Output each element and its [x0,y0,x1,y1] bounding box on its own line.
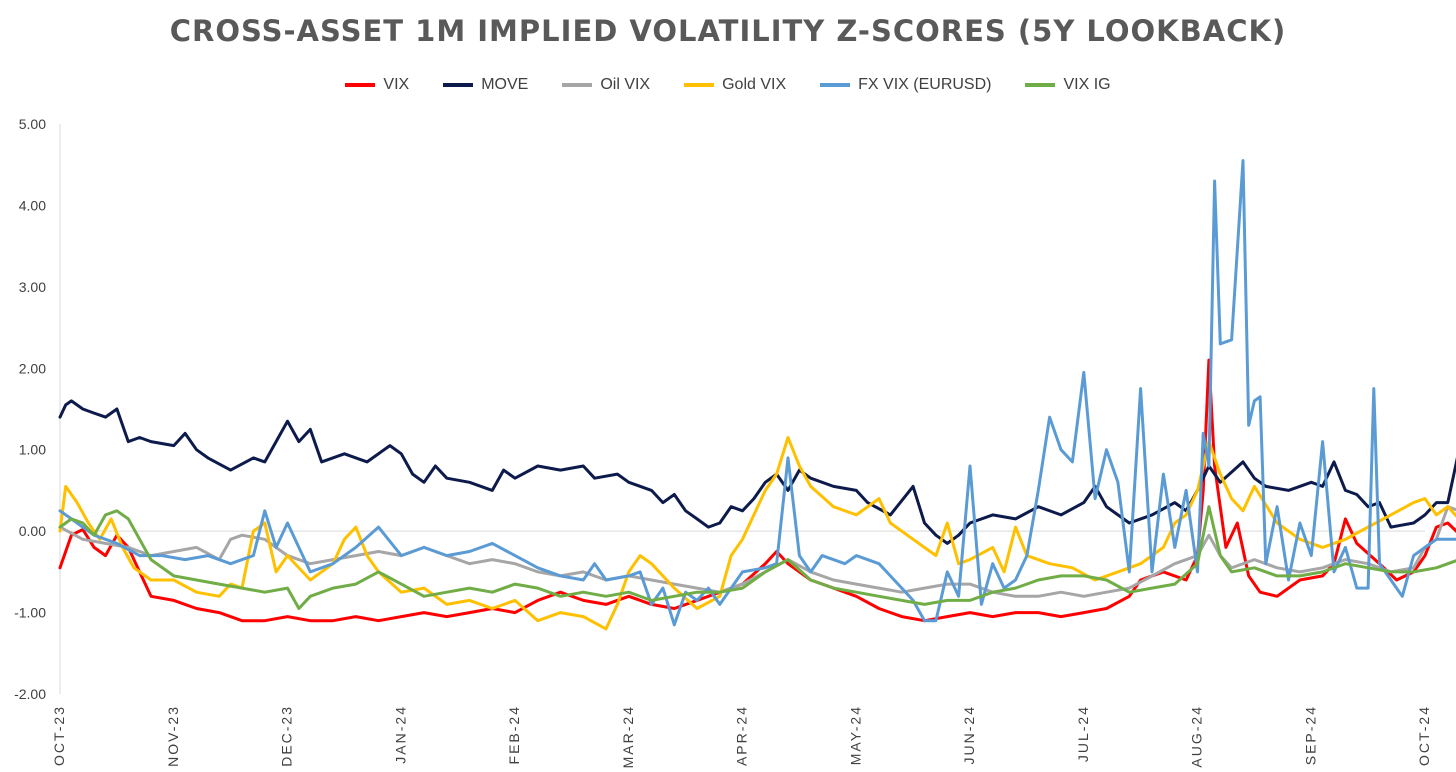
y-tick-label: 1.00 [19,442,46,458]
y-tick-label: 5.00 [19,116,46,132]
legend-swatch [820,83,851,87]
legend-label: VIX [383,76,410,93]
x-tick-label: OCT-23 [51,705,67,766]
x-tick-label: OCT-24 [1416,705,1432,766]
x-tick-label: MAR-24 [620,705,636,768]
chart-title: CROSS-ASSET 1M IMPLIED VOLATILITY Z-SCOR… [169,14,1287,48]
series-line-move [58,399,1456,545]
y-tick-label: -1.00 [14,605,46,621]
legend-swatch [345,83,376,87]
y-tick-label: 4.00 [19,197,46,213]
legend-swatch [443,83,474,87]
x-tick-label: JAN-24 [392,705,408,764]
x-tick-label: DEC-23 [279,705,295,767]
series-line-vix-ig [58,505,1456,610]
x-tick-label: NOV-23 [165,705,181,767]
legend-swatch [684,83,715,87]
legend-entry-vix-ig: VIX IG [1025,76,1111,94]
legend-label: Oil VIX [600,76,651,93]
legend-swatch [1025,83,1056,87]
chart-legend: VIX MOVE Oil VIX Gold VIX FX VIX (EURUSD) VIX… [0,76,1456,94]
legend-label: VIX IG [1063,76,1111,93]
legend-label: Gold VIX [722,76,787,93]
legend-swatch [562,83,593,87]
x-tick-label: JUL-24 [1075,705,1091,762]
legend-entry-move: MOVE [443,76,528,94]
series-line-oil-vix [58,505,1456,598]
legend-entry-fx-vix-eurusd: FX VIX (EURUSD) [820,76,991,94]
legend-entry-oil-vix: Oil VIX [562,76,650,94]
y-tick-label: 3.00 [19,279,46,295]
legend-entry-vix: VIX [345,76,409,94]
legend-label: MOVE [481,76,529,93]
x-tick-label: FEB-24 [506,705,522,764]
x-tick-label: AUG-24 [1189,705,1205,768]
legend-entry-gold-vix: Gold VIX [684,76,786,94]
y-tick-label: 2.00 [19,360,46,376]
series-line-fx-vix-eurusd [58,159,1456,627]
x-tick-label: SEP-24 [1302,705,1318,765]
legend-label: FX VIX (EURUSD) [858,76,992,93]
y-tick-label: 0.00 [19,523,46,539]
y-tick-label: -2.00 [14,686,46,702]
x-tick-label: JUN-24 [961,705,977,764]
x-tick-label: MAY-24 [847,705,863,765]
x-tick-label: APR-24 [734,705,750,766]
